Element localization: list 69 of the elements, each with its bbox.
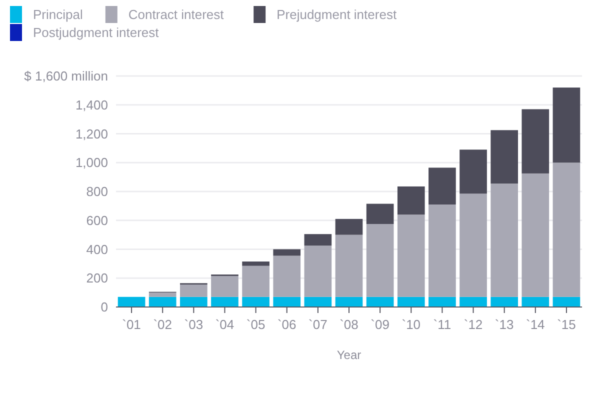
legend-label: Principal (33, 7, 83, 22)
bar (366, 204, 394, 224)
bar (428, 296, 456, 307)
bar (490, 130, 518, 184)
y-tick-label: 1,400 (75, 97, 108, 112)
bar (242, 296, 270, 307)
x-tick-label: `04 (215, 317, 234, 332)
x-tick-label: `02 (153, 317, 172, 332)
bar (522, 296, 550, 307)
x-tick-label: `13 (494, 317, 514, 332)
bar (273, 256, 301, 297)
bar (304, 296, 332, 307)
legend-label: Contract interest (128, 7, 224, 22)
x-tick-label: `14 (526, 317, 545, 332)
bar (397, 296, 425, 307)
bar (397, 186, 425, 215)
bar (304, 246, 332, 297)
bar (242, 266, 270, 297)
bar (522, 173, 550, 297)
x-tick-label: `06 (277, 317, 296, 332)
y-tick-label: 1,200 (75, 126, 108, 142)
bar (335, 218, 363, 235)
bar (490, 184, 518, 297)
y-tick-label: 1,000 (75, 155, 108, 170)
x-tick-label: `12 (464, 317, 483, 332)
x-tick-label: `01 (122, 317, 141, 332)
x-tick-label: `08 (340, 317, 358, 332)
bar (273, 249, 301, 256)
x-tick-label: `15 (557, 317, 576, 332)
bar (211, 276, 238, 297)
bar (366, 296, 394, 307)
legend-label: Prejudgment interest (276, 7, 397, 22)
bar (335, 234, 363, 297)
bar (180, 284, 208, 297)
bar (460, 194, 487, 297)
bar (273, 296, 301, 307)
x-axis-title: Year (336, 348, 362, 362)
legend-label: Postjudgment interest (33, 25, 160, 40)
bar (335, 296, 363, 307)
bar (552, 88, 580, 163)
y-tick-label: 600 (86, 212, 108, 228)
bar (460, 150, 487, 194)
y-tick-label: 0 (100, 300, 108, 315)
bar (552, 162, 580, 297)
bar (304, 234, 332, 246)
bar (428, 168, 456, 204)
y-tick-label: 400 (86, 242, 108, 257)
bar (242, 262, 270, 266)
bar (397, 214, 425, 297)
bar (428, 204, 456, 297)
x-tick-label: `05 (246, 317, 266, 332)
bar (366, 224, 394, 297)
bar (552, 296, 580, 307)
bar (180, 296, 208, 307)
bar (148, 292, 176, 297)
x-tick-label: `11 (433, 317, 452, 332)
bar (211, 296, 238, 307)
y-tick-label: 800 (86, 184, 108, 200)
x-tick-label: `10 (402, 317, 421, 332)
bar (118, 296, 146, 307)
y-tick-label: 200 (86, 270, 108, 286)
bar (490, 296, 518, 307)
bar (148, 296, 176, 307)
y-tick-label: $ 1,600 million (24, 68, 108, 84)
bar (460, 296, 487, 307)
bar (522, 109, 550, 174)
x-tick-label: `09 (370, 317, 390, 332)
x-tick-label: `07 (308, 317, 328, 332)
x-tick-label: `03 (184, 317, 204, 332)
